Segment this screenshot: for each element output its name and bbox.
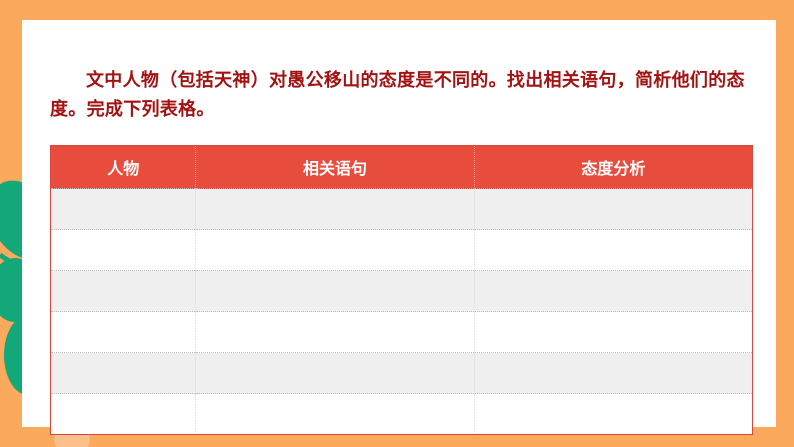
table-cell[interactable]	[195, 270, 475, 312]
table-cell[interactable]	[195, 229, 475, 271]
table-cell[interactable]	[473, 352, 753, 394]
table-cell[interactable]	[50, 311, 196, 353]
table-cell[interactable]	[473, 270, 753, 312]
table-cell[interactable]	[50, 352, 196, 394]
instruction-text: 文中人物（包括天神）对愚公移山的态度是不同的。找出相关语句，简析他们的态度。完成…	[50, 70, 745, 120]
table-cell[interactable]	[195, 188, 475, 230]
table-row	[50, 270, 753, 312]
table-cell[interactable]	[473, 188, 753, 230]
table-cell[interactable]	[50, 393, 196, 435]
table-cell[interactable]	[50, 270, 196, 312]
header-analysis: 态度分析	[473, 145, 753, 189]
table-cell[interactable]	[473, 311, 753, 353]
table-cell[interactable]	[50, 188, 196, 230]
table-cell[interactable]	[195, 393, 475, 435]
table-cell[interactable]	[50, 229, 196, 271]
attitude-table: 人物 相关语句 态度分析	[50, 145, 753, 435]
table-row	[50, 393, 753, 435]
table-cell[interactable]	[195, 311, 475, 353]
table-row	[50, 311, 753, 353]
table-row	[50, 188, 753, 230]
header-person: 人物	[50, 145, 196, 189]
table-row	[50, 352, 753, 394]
table-cell[interactable]	[473, 229, 753, 271]
table-cell[interactable]	[473, 393, 753, 435]
table-row	[50, 229, 753, 271]
table-cell[interactable]	[195, 352, 475, 394]
header-quote: 相关语句	[195, 145, 475, 189]
